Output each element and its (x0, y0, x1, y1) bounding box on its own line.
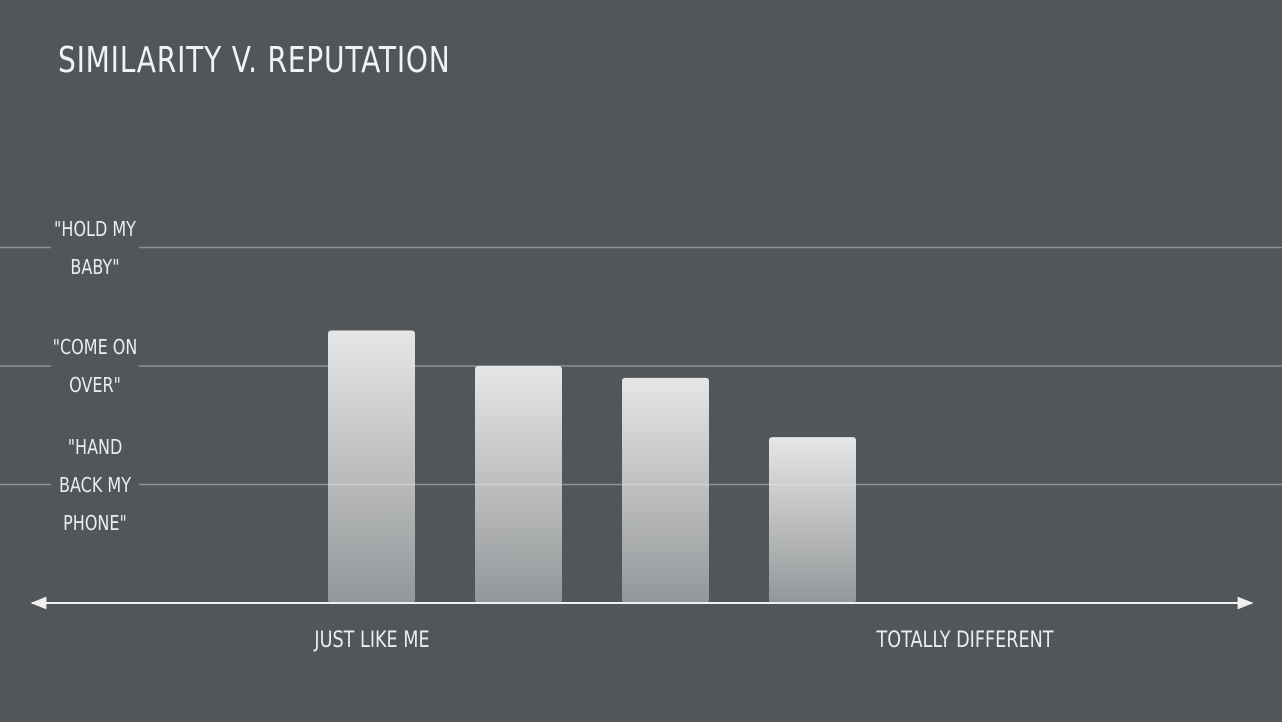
bar (475, 366, 562, 603)
bar (769, 437, 856, 603)
x-axis-label: JUST LIKE ME (314, 628, 430, 653)
chart-title: SIMILARITY V. REPUTATION (58, 40, 451, 81)
y-tick-label: "HAND BACK MY PHONE" (51, 427, 139, 542)
y-tick-label: "COME ON OVER" (51, 328, 139, 404)
bar (622, 377, 709, 603)
bar (328, 330, 415, 603)
x-axis-label: TOTALLY DIFFERENT (876, 628, 1054, 653)
y-tick-label: "HOLD MY BABY" (51, 209, 139, 286)
